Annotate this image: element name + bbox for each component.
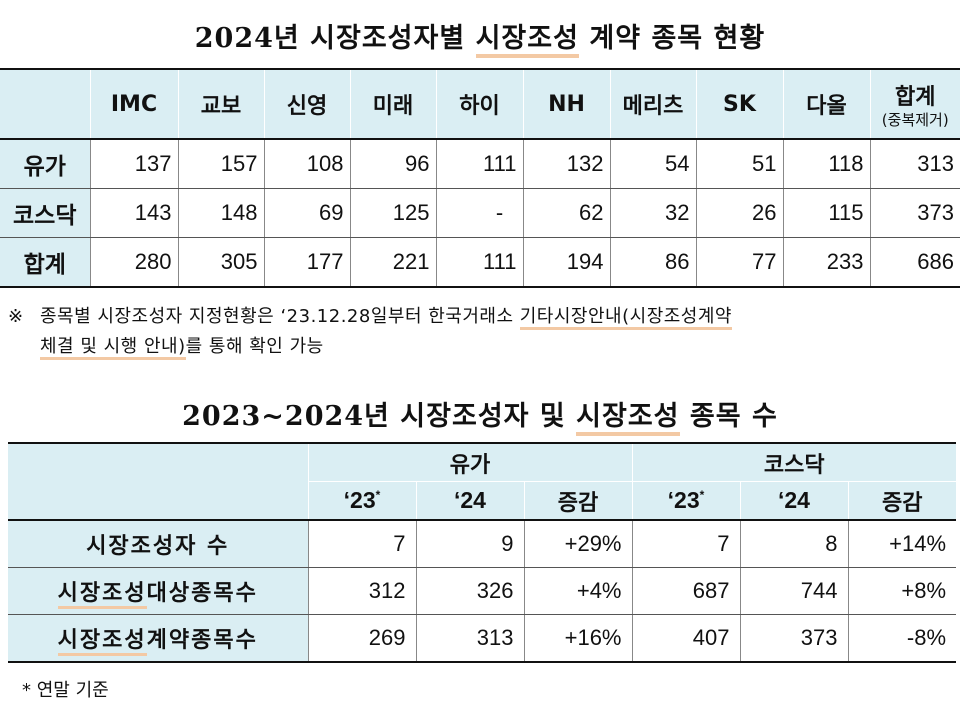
cell: 7: [631, 520, 740, 568]
cell: -8%: [847, 614, 957, 662]
header-kospi: 유가: [307, 443, 632, 482]
header-sk: SK: [695, 69, 783, 140]
header-year-24: ‘24: [415, 481, 524, 521]
title-underlined-term: 시장조성: [576, 401, 680, 436]
header-meritz: 메리츠: [609, 69, 696, 140]
table-row: 코스닥 143 148 69 125 - 62 32 26 115 373: [0, 188, 960, 238]
cell: 744: [739, 567, 848, 615]
cell: 686: [869, 237, 960, 287]
table-row: 시장조성계약종목수 269 313 +16% 407 373 -8%: [8, 614, 957, 662]
note: ※ 종목별 시장조성자 지정현황은 ‘23.12.28일부터 한국거래소 기타시장…: [8, 302, 953, 362]
cell: 177: [263, 237, 350, 287]
cell: 280: [89, 237, 178, 287]
title-underlined-term: 시장조성: [475, 23, 579, 58]
cell: 313: [415, 614, 524, 662]
cell: 32: [609, 188, 696, 238]
header-mirae: 미래: [349, 69, 436, 140]
header-total: 합계 (중복제거): [869, 69, 960, 140]
header-total-sub: (중복제거): [881, 110, 949, 129]
row-label: 유가: [0, 139, 90, 189]
cell: 54: [609, 139, 696, 189]
title-contracts-by-market-maker: 2024년 시장조성자별 시장조성 계약 종목 현황: [0, 16, 960, 58]
cell: 111: [435, 237, 523, 287]
header-year-23: ‘23*: [631, 481, 740, 521]
header-kyobo: 교보: [177, 69, 264, 140]
cell: 233: [782, 237, 870, 287]
footnote: * 연말 기준: [22, 680, 109, 701]
table-row: 유가 137 157 108 96 111 132 54 51 118 313: [0, 139, 960, 189]
cell: 51: [695, 139, 783, 189]
table-row: 합계 280 305 177 221 111 194 86 77 233 686: [0, 237, 960, 287]
row-label: 시장조성계약종목수: [8, 614, 308, 662]
cell: 326: [415, 567, 524, 615]
cell: 148: [177, 188, 264, 238]
cell: 312: [307, 567, 416, 615]
note-underlined-text: 기타시장안내(시장조성계약: [519, 306, 732, 330]
header-nh: NH: [522, 69, 610, 140]
note-line-1: ※ 종목별 시장조성자 지정현황은 ‘23.12.28일부터 한국거래소 기타시장…: [8, 302, 953, 332]
header-change: 증감: [523, 481, 632, 521]
cell: 111: [435, 139, 523, 189]
cell: 115: [782, 188, 870, 238]
cell: 194: [522, 237, 610, 287]
cell: +4%: [523, 567, 632, 615]
header-change: 증감: [847, 481, 957, 521]
header-daol: 다올: [782, 69, 870, 140]
header-shinyoung: 신영: [263, 69, 350, 140]
note-underlined-text: 체결 및 시행 안내): [40, 336, 186, 360]
table-header-row: IMC 교보 신영 미래 하이 NH 메리츠 SK 다올 합계 (중복제거): [0, 69, 960, 140]
title-market-maker-counts: 2023~2024년 시장조성자 및 시장조성 종목 수: [0, 394, 960, 436]
cell: 7: [307, 520, 416, 568]
counts-table: 유가 코스닥 ‘23* ‘24 증감 ‘23* ‘24 증감 시장조성자 수 7…: [8, 442, 957, 663]
cell: 86: [609, 237, 696, 287]
header-empty: [0, 69, 90, 140]
cell: +14%: [847, 520, 957, 568]
cell: 137: [89, 139, 178, 189]
cell: 125: [349, 188, 436, 238]
header-year-23: ‘23*: [307, 481, 416, 521]
cell: 108: [263, 139, 350, 189]
row-label: 시장조성자 수: [8, 520, 308, 568]
cell: 305: [177, 237, 264, 287]
cell: 221: [349, 237, 436, 287]
header-imc: IMC: [89, 69, 178, 140]
note-mark: ※: [8, 306, 24, 327]
header-hi: 하이: [435, 69, 523, 140]
cell: 157: [177, 139, 264, 189]
cell: +8%: [847, 567, 957, 615]
row-label: 시장조성대상종목수: [8, 567, 308, 615]
cell: 77: [695, 237, 783, 287]
cell: 373: [739, 614, 848, 662]
row-label: 코스닥: [0, 188, 90, 238]
table-subheader-row: ‘23* ‘24 증감 ‘23* ‘24 증감: [8, 481, 957, 521]
cell: 687: [631, 567, 740, 615]
row-label: 합계: [0, 237, 90, 287]
cell: 26: [695, 188, 783, 238]
table-row: 시장조성자 수 7 9 +29% 7 8 +14%: [8, 520, 957, 568]
note-line-2: 체결 및 시행 안내)를 통해 확인 가능: [8, 332, 953, 362]
cell: +16%: [523, 614, 632, 662]
cell: 62: [522, 188, 610, 238]
cell: 269: [307, 614, 416, 662]
cell: 373: [869, 188, 960, 238]
contracts-table: IMC 교보 신영 미래 하이 NH 메리츠 SK 다올 합계 (중복제거) 유가…: [0, 68, 960, 288]
cell: 9: [415, 520, 524, 568]
table-header-row: 유가 코스닥: [8, 443, 957, 521]
cell: 313: [869, 139, 960, 189]
cell: 132: [522, 139, 610, 189]
cell: 407: [631, 614, 740, 662]
cell: 69: [263, 188, 350, 238]
cell: 8: [739, 520, 848, 568]
cell: 96: [349, 139, 436, 189]
header-kosdaq: 코스닥: [631, 443, 957, 482]
cell: -: [435, 188, 523, 238]
cell: 143: [89, 188, 178, 238]
header-empty: [8, 443, 308, 521]
cell: +29%: [523, 520, 632, 568]
cell: 118: [782, 139, 870, 189]
header-year-24: ‘24: [739, 481, 848, 521]
table-row: 시장조성대상종목수 312 326 +4% 687 744 +8%: [8, 567, 957, 615]
